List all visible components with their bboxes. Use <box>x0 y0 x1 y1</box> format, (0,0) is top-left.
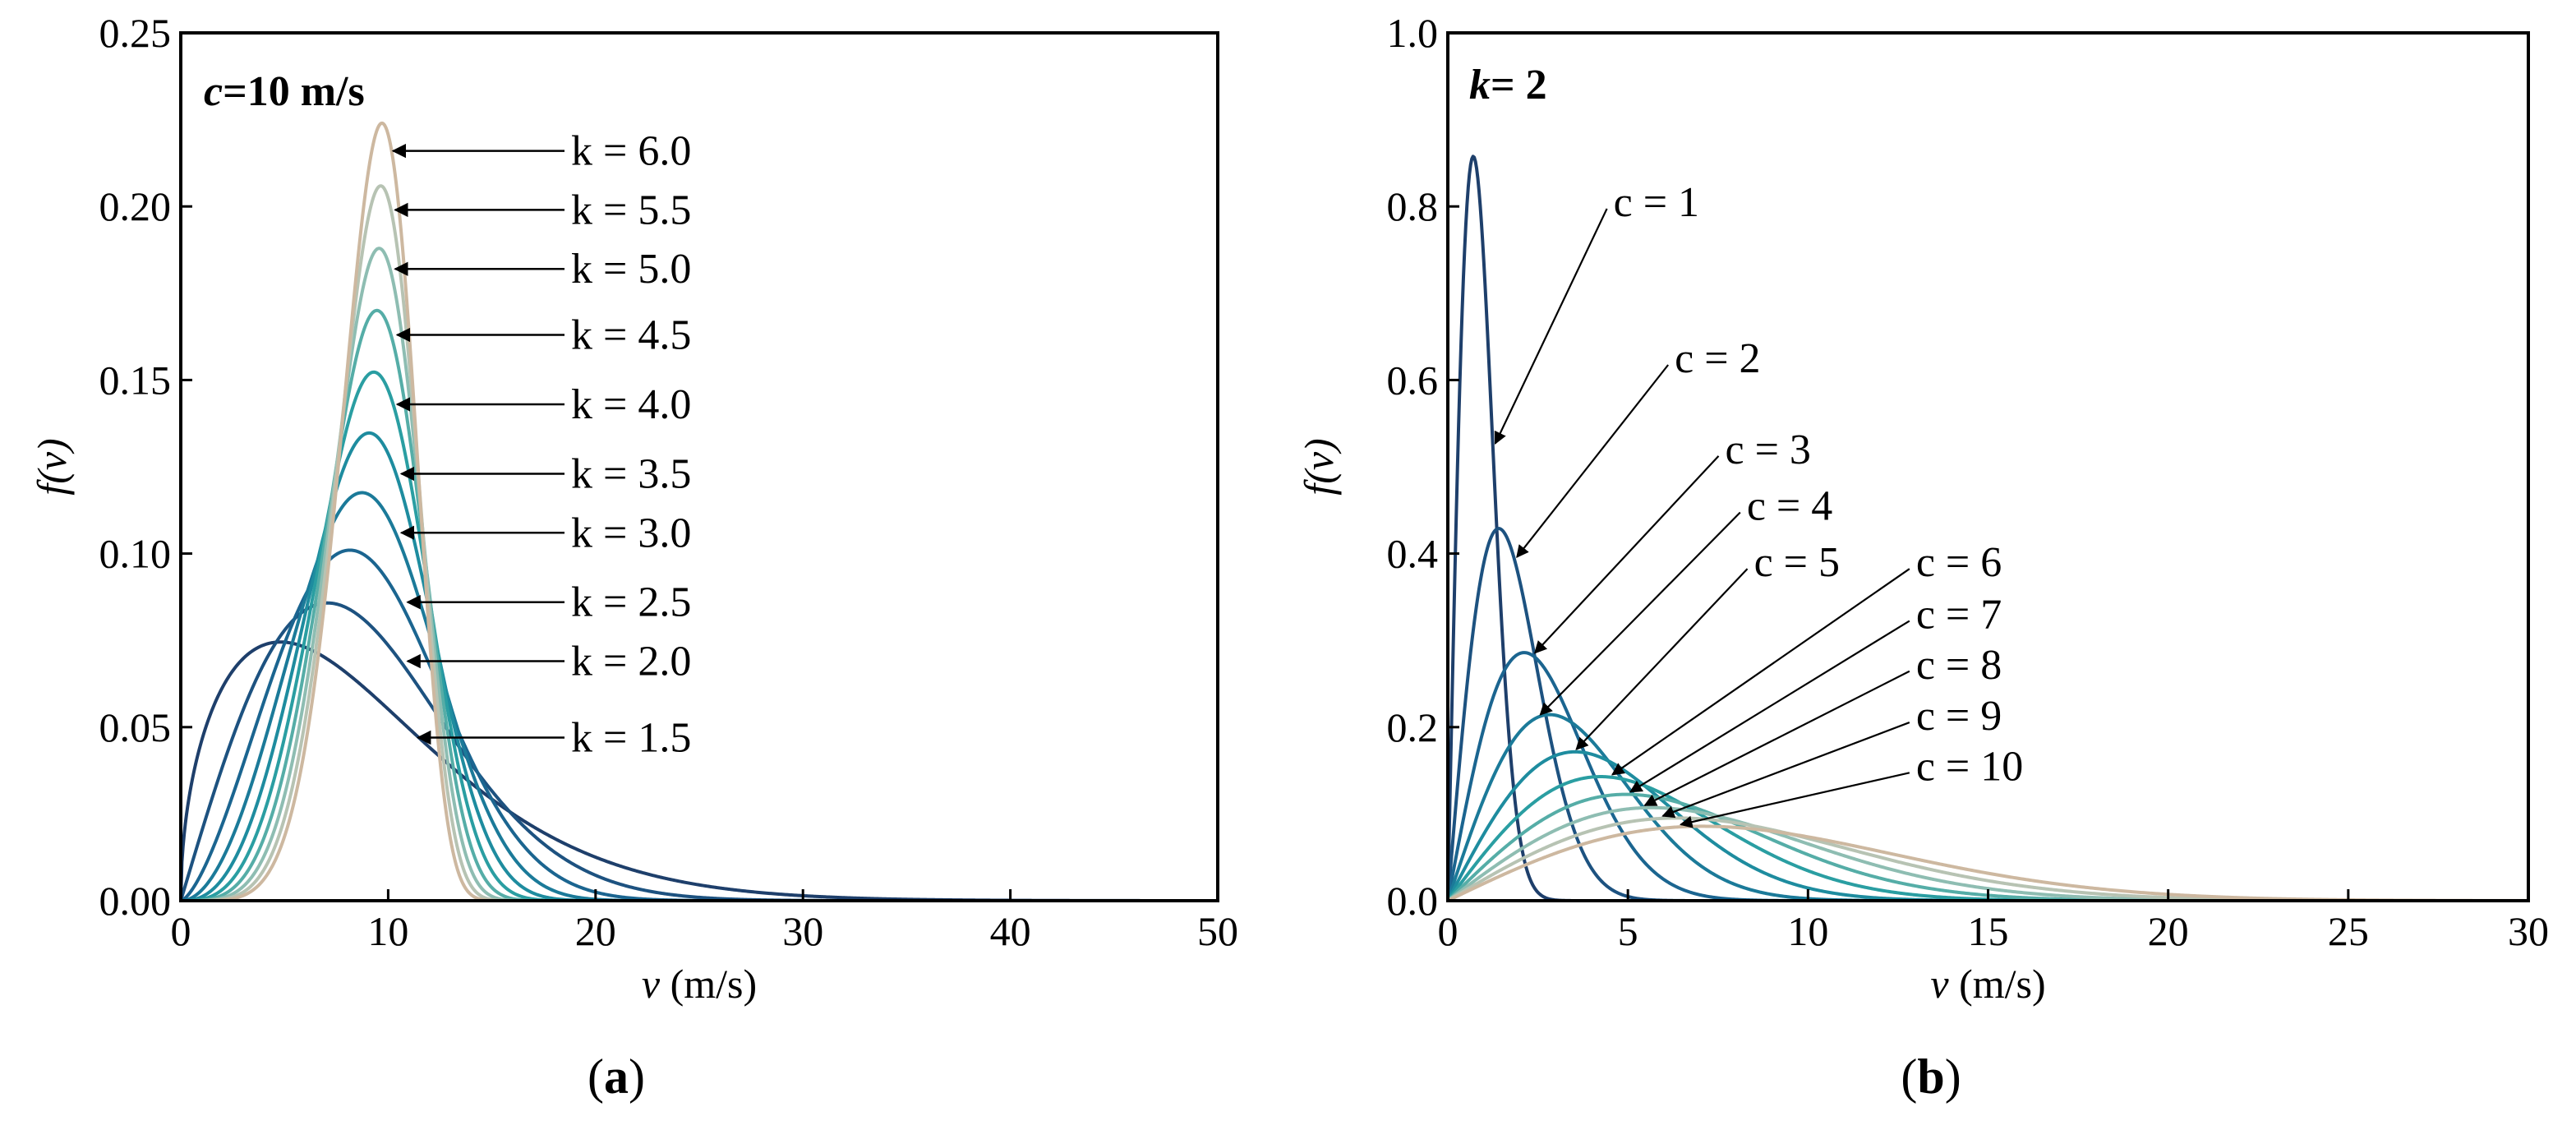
annotation-arrow <box>1611 568 1910 776</box>
curve-annotations: c = 1 c = 2 c = 3 c = 4 c = 5 c = 6 c = 7c = 8… <box>1494 179 2023 828</box>
x-axis-title: v (m/s) <box>1930 961 2045 1007</box>
series-line-k-4-0 <box>180 370 1219 902</box>
y-tick-label: 0.25 <box>99 10 172 56</box>
x-tick-label: 10 <box>1787 908 1828 954</box>
curve-label: k = 5.5 <box>571 187 691 233</box>
panel-a-chart: 0 10 20 30 40 50 0.00 0.05 0.10 0.15 0.20 0.25 v (m/… <box>29 10 1238 1104</box>
y-tick-label: 0.6 <box>1387 357 1439 403</box>
x-axis-title-var: v <box>1930 961 1949 1007</box>
annotation-arrow <box>1643 670 1910 806</box>
x-tick-label: 40 <box>990 908 1031 954</box>
y-tick-label: 0.8 <box>1387 183 1439 229</box>
axis-ticks <box>1446 31 2530 902</box>
panel-label-open: ( <box>1901 1049 1917 1104</box>
curve-label: k = 2.5 <box>571 579 691 626</box>
panel-label-letter: a <box>604 1049 629 1104</box>
x-tick-label: 0 <box>1438 908 1459 954</box>
parameter-symbol: c <box>204 68 223 115</box>
parameter-value: =10 m/s <box>223 68 365 115</box>
series-line-k-2-0 <box>179 601 1219 902</box>
annotation-arrow <box>1516 364 1670 559</box>
annotation-arrow <box>1575 568 1749 750</box>
y-tick-label: 0.2 <box>1387 704 1439 750</box>
parameter-label: k= 2 <box>1469 62 1547 108</box>
x-tick-label: 50 <box>1197 908 1238 954</box>
x-tick-label: 0 <box>171 908 191 954</box>
curve-label: k = 5.0 <box>571 246 691 293</box>
y-axis-title: f(v) <box>1296 438 1342 495</box>
y-tick-label: 0.10 <box>99 531 172 577</box>
x-axis-title-unit: (m/s) <box>1949 961 2046 1007</box>
x-axis-title-unit: (m/s) <box>660 961 757 1007</box>
y-tick-label: 0.15 <box>99 357 172 403</box>
panel-label-close: ) <box>629 1049 645 1104</box>
x-tick-label: 30 <box>782 908 823 954</box>
curve-label: k = 4.5 <box>571 311 691 358</box>
x-tick-label: 30 <box>2508 908 2549 954</box>
panel-label-close: ) <box>1945 1049 1961 1104</box>
y-axis-title: f(v) <box>29 438 75 495</box>
annotation-arrow <box>1494 208 1608 445</box>
series-line-k-1-5 <box>179 640 1219 902</box>
y-tick-label: 0.4 <box>1387 531 1439 577</box>
annotation-arrow <box>1680 772 1910 828</box>
curve-label: k = 3.5 <box>571 450 691 497</box>
curve-label: k = 3.0 <box>571 510 691 556</box>
y-tick-label: 0.0 <box>1387 878 1439 924</box>
panel-label-open: ( <box>588 1049 604 1104</box>
series-lines <box>179 121 1219 902</box>
series-line-k-6-0 <box>180 121 1219 902</box>
parameter-symbol: k <box>1469 62 1491 108</box>
curve-label: c = 6 <box>1916 539 2002 586</box>
curve-label: c = 2 <box>1675 335 1760 382</box>
curve-label: c = 4 <box>1747 483 1832 530</box>
curve-label: c = 8 <box>1916 642 2002 689</box>
x-tick-label: 20 <box>2148 908 2189 954</box>
y-tick-label: 1.0 <box>1387 10 1439 56</box>
panel-b-chart: 0 5 10 15 20 25 30 0.0 0.2 0.4 0.6 0.8 1.0 v (m/s) f(v… <box>1296 10 2549 1104</box>
y-tick-label: 0.00 <box>99 878 172 924</box>
panel-label-letter: b <box>1917 1049 1944 1104</box>
curve-label: k = 2.0 <box>571 639 691 685</box>
x-tick-label: 10 <box>367 908 408 954</box>
curve-label: c = 10 <box>1916 743 2023 790</box>
annotation-arrow <box>1629 620 1910 793</box>
curve-label: k = 1.5 <box>571 714 691 761</box>
y-tick-label: 0.20 <box>99 183 172 229</box>
parameter-value: = 2 <box>1491 62 1547 108</box>
x-axis-title-var: v <box>642 961 661 1007</box>
plot-frame <box>179 31 1219 902</box>
panel-label: (b) <box>1901 1049 1961 1104</box>
series-line-k-5-5 <box>180 184 1219 902</box>
x-tick-label: 25 <box>2328 908 2369 954</box>
curve-label: c = 9 <box>1916 693 2002 740</box>
series-line-k-5-0 <box>180 247 1219 902</box>
y-tick-label: 0.05 <box>99 704 172 750</box>
curve-label: k = 4.0 <box>571 381 691 428</box>
panel-label: (a) <box>588 1049 645 1104</box>
annotation-arrow <box>1533 455 1720 654</box>
curve-label: c = 7 <box>1916 592 2002 639</box>
annotation-arrow <box>1539 511 1741 716</box>
axis-ticks <box>179 31 1219 902</box>
annotation-arrow <box>1661 722 1910 819</box>
x-tick-label: 5 <box>1618 908 1638 954</box>
parameter-label: c=10 m/s <box>204 68 365 115</box>
curve-annotations: k = 1.5 k = 2.0 k = 2.5 k = 3.0 k = 3.5 k = 4… <box>391 128 691 761</box>
x-tick-label: 15 <box>1968 908 2009 954</box>
curve-label: c = 3 <box>1726 427 1811 473</box>
curve-label: c = 5 <box>1754 539 1840 586</box>
x-tick-label: 20 <box>575 908 616 954</box>
curve-label: c = 1 <box>1614 179 1699 226</box>
x-axis-title: v (m/s) <box>642 961 757 1007</box>
curve-label: k = 6.0 <box>571 128 691 175</box>
